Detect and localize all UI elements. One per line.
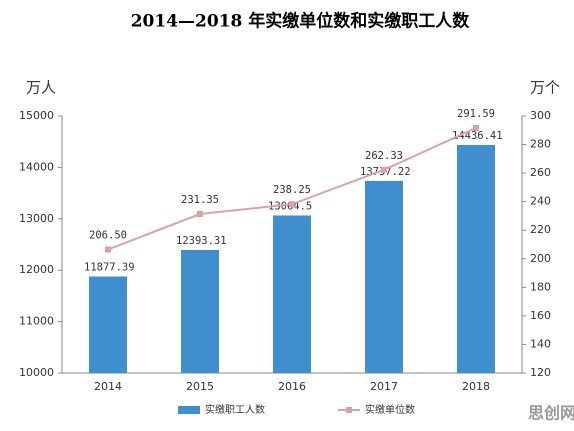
y-tick-label: 13000 — [19, 212, 54, 225]
bar — [89, 276, 127, 373]
y2-tick-label: 260 — [530, 166, 551, 179]
y2-tick-label: 300 — [530, 109, 551, 122]
x-tick-label: 2018 — [462, 380, 490, 393]
y2-tick-label: 180 — [530, 280, 551, 293]
bar — [457, 144, 495, 373]
y2-tick-label: 140 — [530, 337, 551, 350]
legend-label: 实缴单位数 — [365, 403, 415, 416]
line-value-label: 231.35 — [181, 194, 219, 206]
bar-value-label: 12393.31 — [176, 235, 227, 247]
bar — [273, 215, 311, 373]
y-tick-label: 10000 — [19, 366, 54, 379]
legend-label: 实缴职工人数 — [205, 403, 265, 416]
y-tick-label: 12000 — [19, 263, 54, 276]
line-marker — [473, 125, 479, 132]
y2-tick-label: 220 — [530, 223, 551, 236]
line-marker — [197, 211, 203, 218]
y2-axis-label: 万个 — [530, 79, 560, 97]
y2-tick-label: 280 — [530, 138, 551, 151]
y-axis-label: 万人 — [26, 79, 56, 97]
bar — [181, 249, 219, 373]
x-tick-label: 2017 — [370, 380, 398, 393]
y-tick-label: 11000 — [19, 315, 54, 328]
y-tick-label: 15000 — [19, 109, 54, 122]
y2-tick-label: 240 — [530, 195, 551, 208]
line-value-label: 262.33 — [365, 150, 403, 162]
y2-tick-label: 200 — [530, 252, 551, 265]
y2-tick-label: 160 — [530, 309, 551, 322]
bar-value-label: 11877.39 — [84, 262, 135, 274]
line-value-label: 238.25 — [273, 184, 311, 196]
legend-swatch — [178, 406, 200, 414]
chart-title: 2014—2018 年实缴单位数和实缴职工人数 — [131, 11, 471, 32]
line-marker — [105, 246, 111, 253]
line-marker — [289, 201, 295, 208]
line-value-label: 291.59 — [457, 108, 495, 120]
legend-swatch — [346, 407, 352, 413]
line-value-label: 206.50 — [89, 229, 127, 241]
bar — [365, 180, 403, 373]
x-tick-label: 2016 — [278, 380, 306, 393]
watermark: 思创网 — [528, 404, 574, 423]
x-tick-label: 2015 — [186, 380, 214, 393]
y2-tick-label: 120 — [530, 366, 551, 379]
y-tick-label: 14000 — [19, 160, 54, 173]
x-tick-label: 2014 — [94, 380, 122, 393]
line-marker — [381, 166, 387, 173]
